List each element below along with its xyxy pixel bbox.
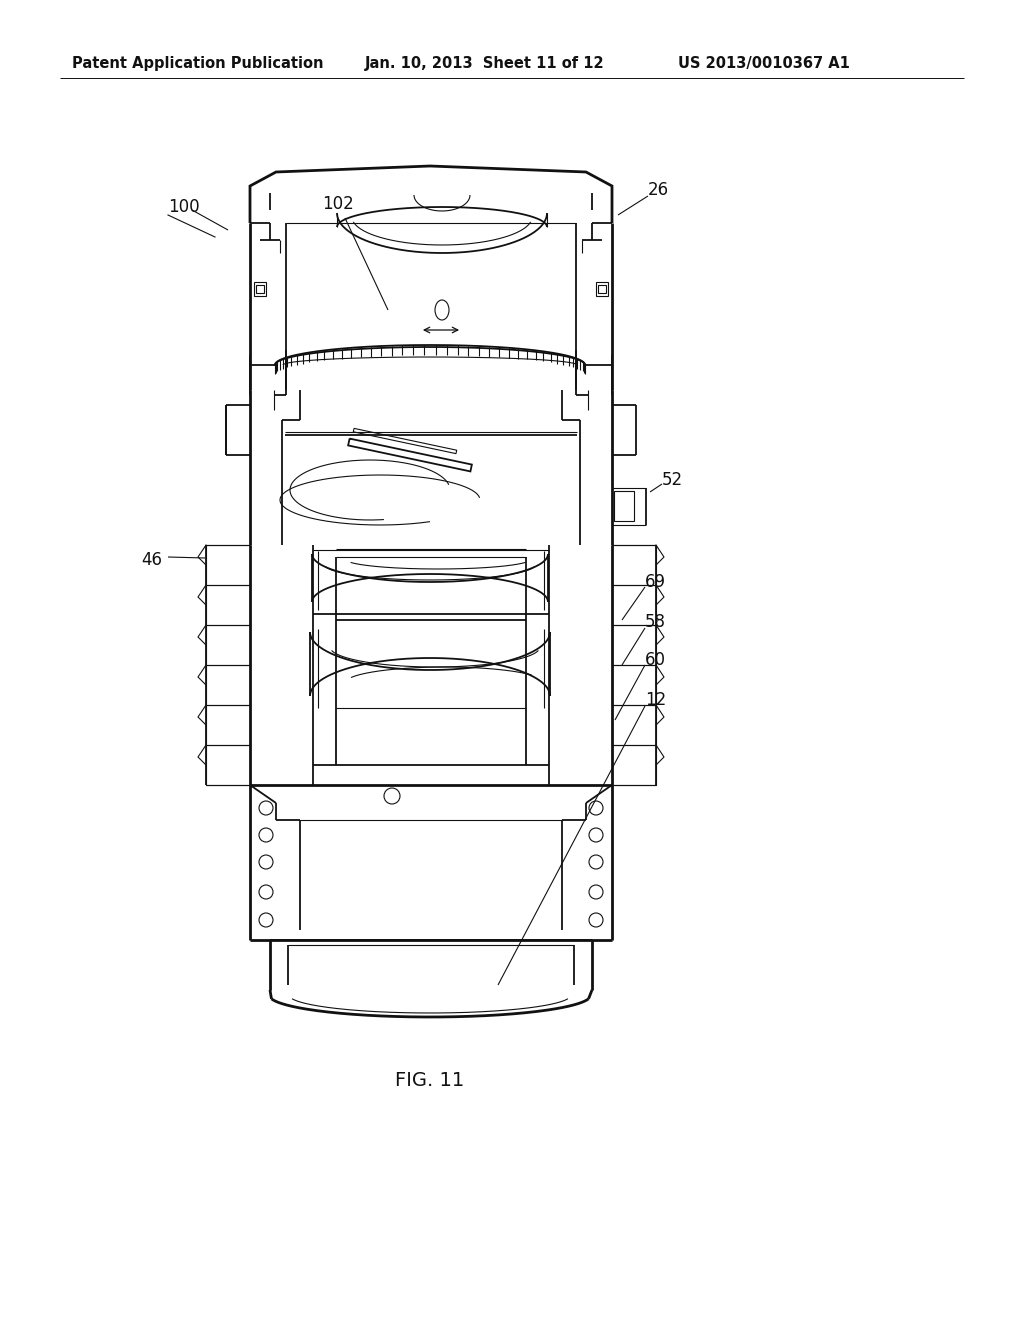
Bar [596, 282, 608, 296]
Text: 12: 12 [645, 690, 667, 709]
Text: 58: 58 [645, 612, 666, 631]
Bar [614, 491, 634, 521]
Text: FIG. 11: FIG. 11 [395, 1071, 465, 1089]
Text: 100: 100 [168, 198, 200, 216]
Text: Patent Application Publication: Patent Application Publication [72, 55, 324, 71]
Bar [598, 285, 606, 293]
Text: US 2013/0010367 A1: US 2013/0010367 A1 [678, 55, 850, 71]
Bar [256, 285, 264, 293]
Text: 69: 69 [645, 573, 666, 591]
Text: 46: 46 [141, 550, 163, 569]
Bar [254, 282, 266, 296]
Text: Jan. 10, 2013  Sheet 11 of 12: Jan. 10, 2013 Sheet 11 of 12 [365, 55, 604, 71]
Text: 26: 26 [648, 181, 669, 199]
Text: 52: 52 [662, 471, 683, 488]
Text: 60: 60 [645, 651, 666, 669]
Text: 102: 102 [323, 195, 354, 213]
